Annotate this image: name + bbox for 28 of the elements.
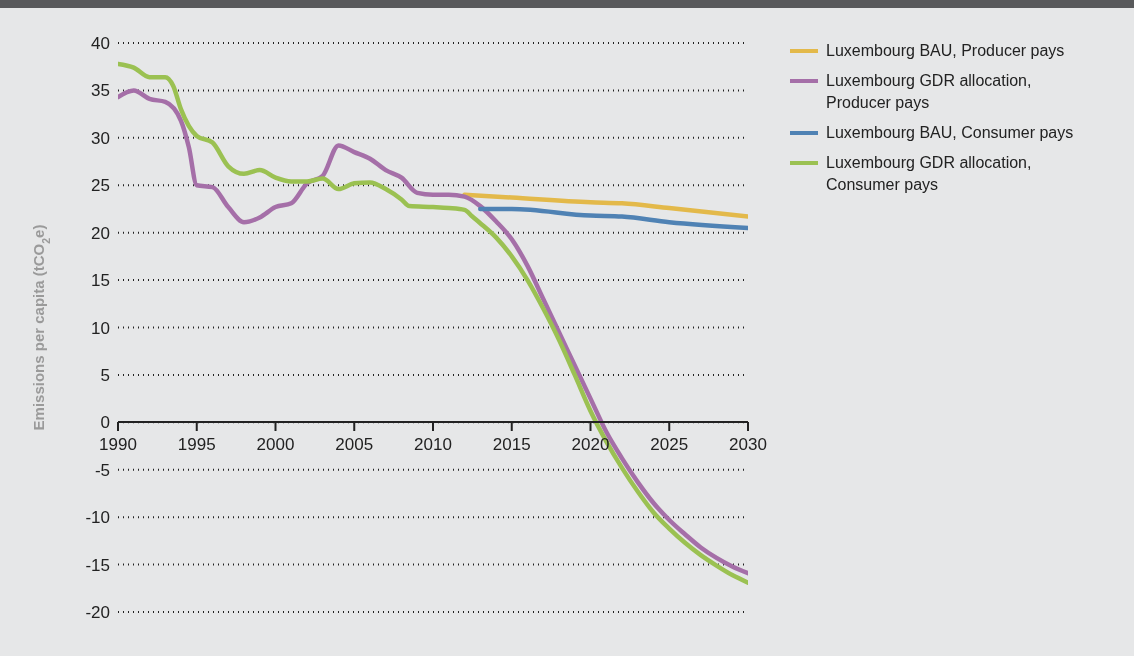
x-tick-label: 2005: [335, 435, 374, 454]
y-tick-label: 35: [91, 81, 110, 101]
x-tick-label: 2000: [256, 435, 295, 454]
y-tick-label: -15: [85, 555, 110, 575]
x-tick-label: 1990: [99, 435, 137, 454]
y-tick-label: 25: [91, 176, 110, 196]
legend-label: Luxembourg GDR allocation, Consumer pays: [826, 153, 1033, 195]
x-tick-label: 2010: [414, 435, 452, 454]
line-series: [462, 192, 748, 219]
legend-label: Luxembourg BAU, Producer pays: [826, 41, 1066, 61]
x-tick-label: 1995: [177, 435, 216, 454]
legend-label: Luxembourg GDR allocation, Producer pays: [826, 71, 1033, 113]
y-tick-label: 0: [100, 413, 110, 433]
x-tick-label: 2020: [571, 435, 610, 454]
y-tick-label: 10: [91, 318, 110, 338]
x-tick-label: 2015: [492, 435, 531, 454]
y-tick-label: 15: [91, 271, 110, 291]
y-tick-label: -5: [94, 460, 110, 480]
x-tick-label: 2025: [650, 435, 689, 454]
y-tick-label: -10: [85, 508, 110, 528]
legend-label: Luxembourg BAU, Consumer pays: [826, 123, 1075, 143]
y-tick-label: 20: [91, 223, 110, 243]
y-tick-label: -20: [85, 603, 110, 623]
x-tick-label: 2030: [729, 435, 767, 454]
line-series: [478, 206, 748, 231]
y-tick-label: 30: [91, 128, 110, 148]
y-tick-label: 40: [91, 34, 110, 54]
y-tick-label: 5: [100, 365, 110, 385]
